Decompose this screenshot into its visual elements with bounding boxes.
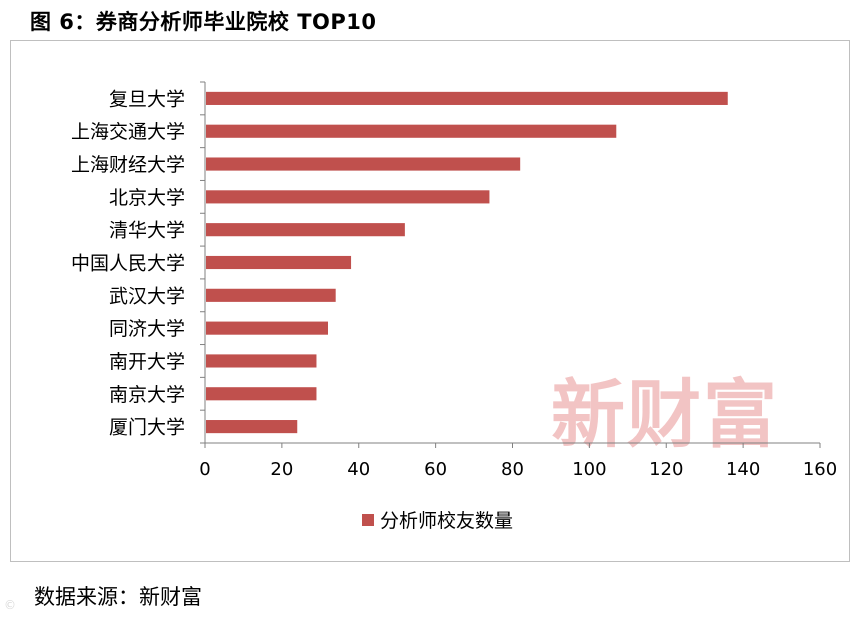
category-label: 复旦大学 bbox=[109, 88, 185, 110]
x-tick-label: 0 bbox=[199, 459, 210, 480]
category-label: 厦门大学 bbox=[109, 417, 185, 439]
bar bbox=[206, 223, 405, 237]
legend-label: 分析师校友数量 bbox=[380, 510, 513, 532]
category-label: 北京大学 bbox=[109, 187, 185, 209]
bar bbox=[206, 91, 728, 105]
category-label: 中国人民大学 bbox=[71, 253, 185, 275]
x-tick-label: 140 bbox=[726, 459, 760, 480]
bar bbox=[206, 190, 490, 204]
bar bbox=[206, 157, 521, 171]
bar bbox=[206, 387, 317, 401]
figure-title: 图 6：券商分析师毕业院校 TOP10 bbox=[30, 10, 377, 34]
x-tick-label: 20 bbox=[270, 459, 293, 480]
legend-swatch bbox=[362, 514, 374, 526]
x-tick-label: 80 bbox=[501, 459, 524, 480]
bar bbox=[206, 288, 336, 302]
category-label: 武汉大学 bbox=[109, 285, 185, 307]
bar bbox=[206, 420, 298, 434]
x-tick-label: 100 bbox=[572, 459, 606, 480]
category-label: 南京大学 bbox=[109, 384, 185, 406]
category-label: 南开大学 bbox=[109, 351, 185, 373]
bar bbox=[206, 124, 617, 138]
source-note: 数据来源：新财富 bbox=[34, 585, 202, 609]
bar bbox=[206, 354, 317, 368]
bar bbox=[206, 255, 352, 270]
category-label: 上海财经大学 bbox=[71, 154, 185, 176]
x-tick-label: 60 bbox=[424, 459, 447, 480]
category-label: 清华大学 bbox=[109, 220, 185, 242]
x-tick-label: 40 bbox=[347, 459, 370, 480]
corner-logo-icon: © bbox=[4, 598, 16, 612]
category-label: 同济大学 bbox=[109, 318, 185, 340]
category-label: 上海交通大学 bbox=[71, 121, 185, 143]
watermark: 新财富 bbox=[551, 372, 779, 458]
x-tick-label: 120 bbox=[649, 459, 683, 480]
bar bbox=[206, 321, 328, 335]
x-tick-label: 160 bbox=[803, 459, 837, 480]
chart-frame bbox=[10, 40, 850, 562]
